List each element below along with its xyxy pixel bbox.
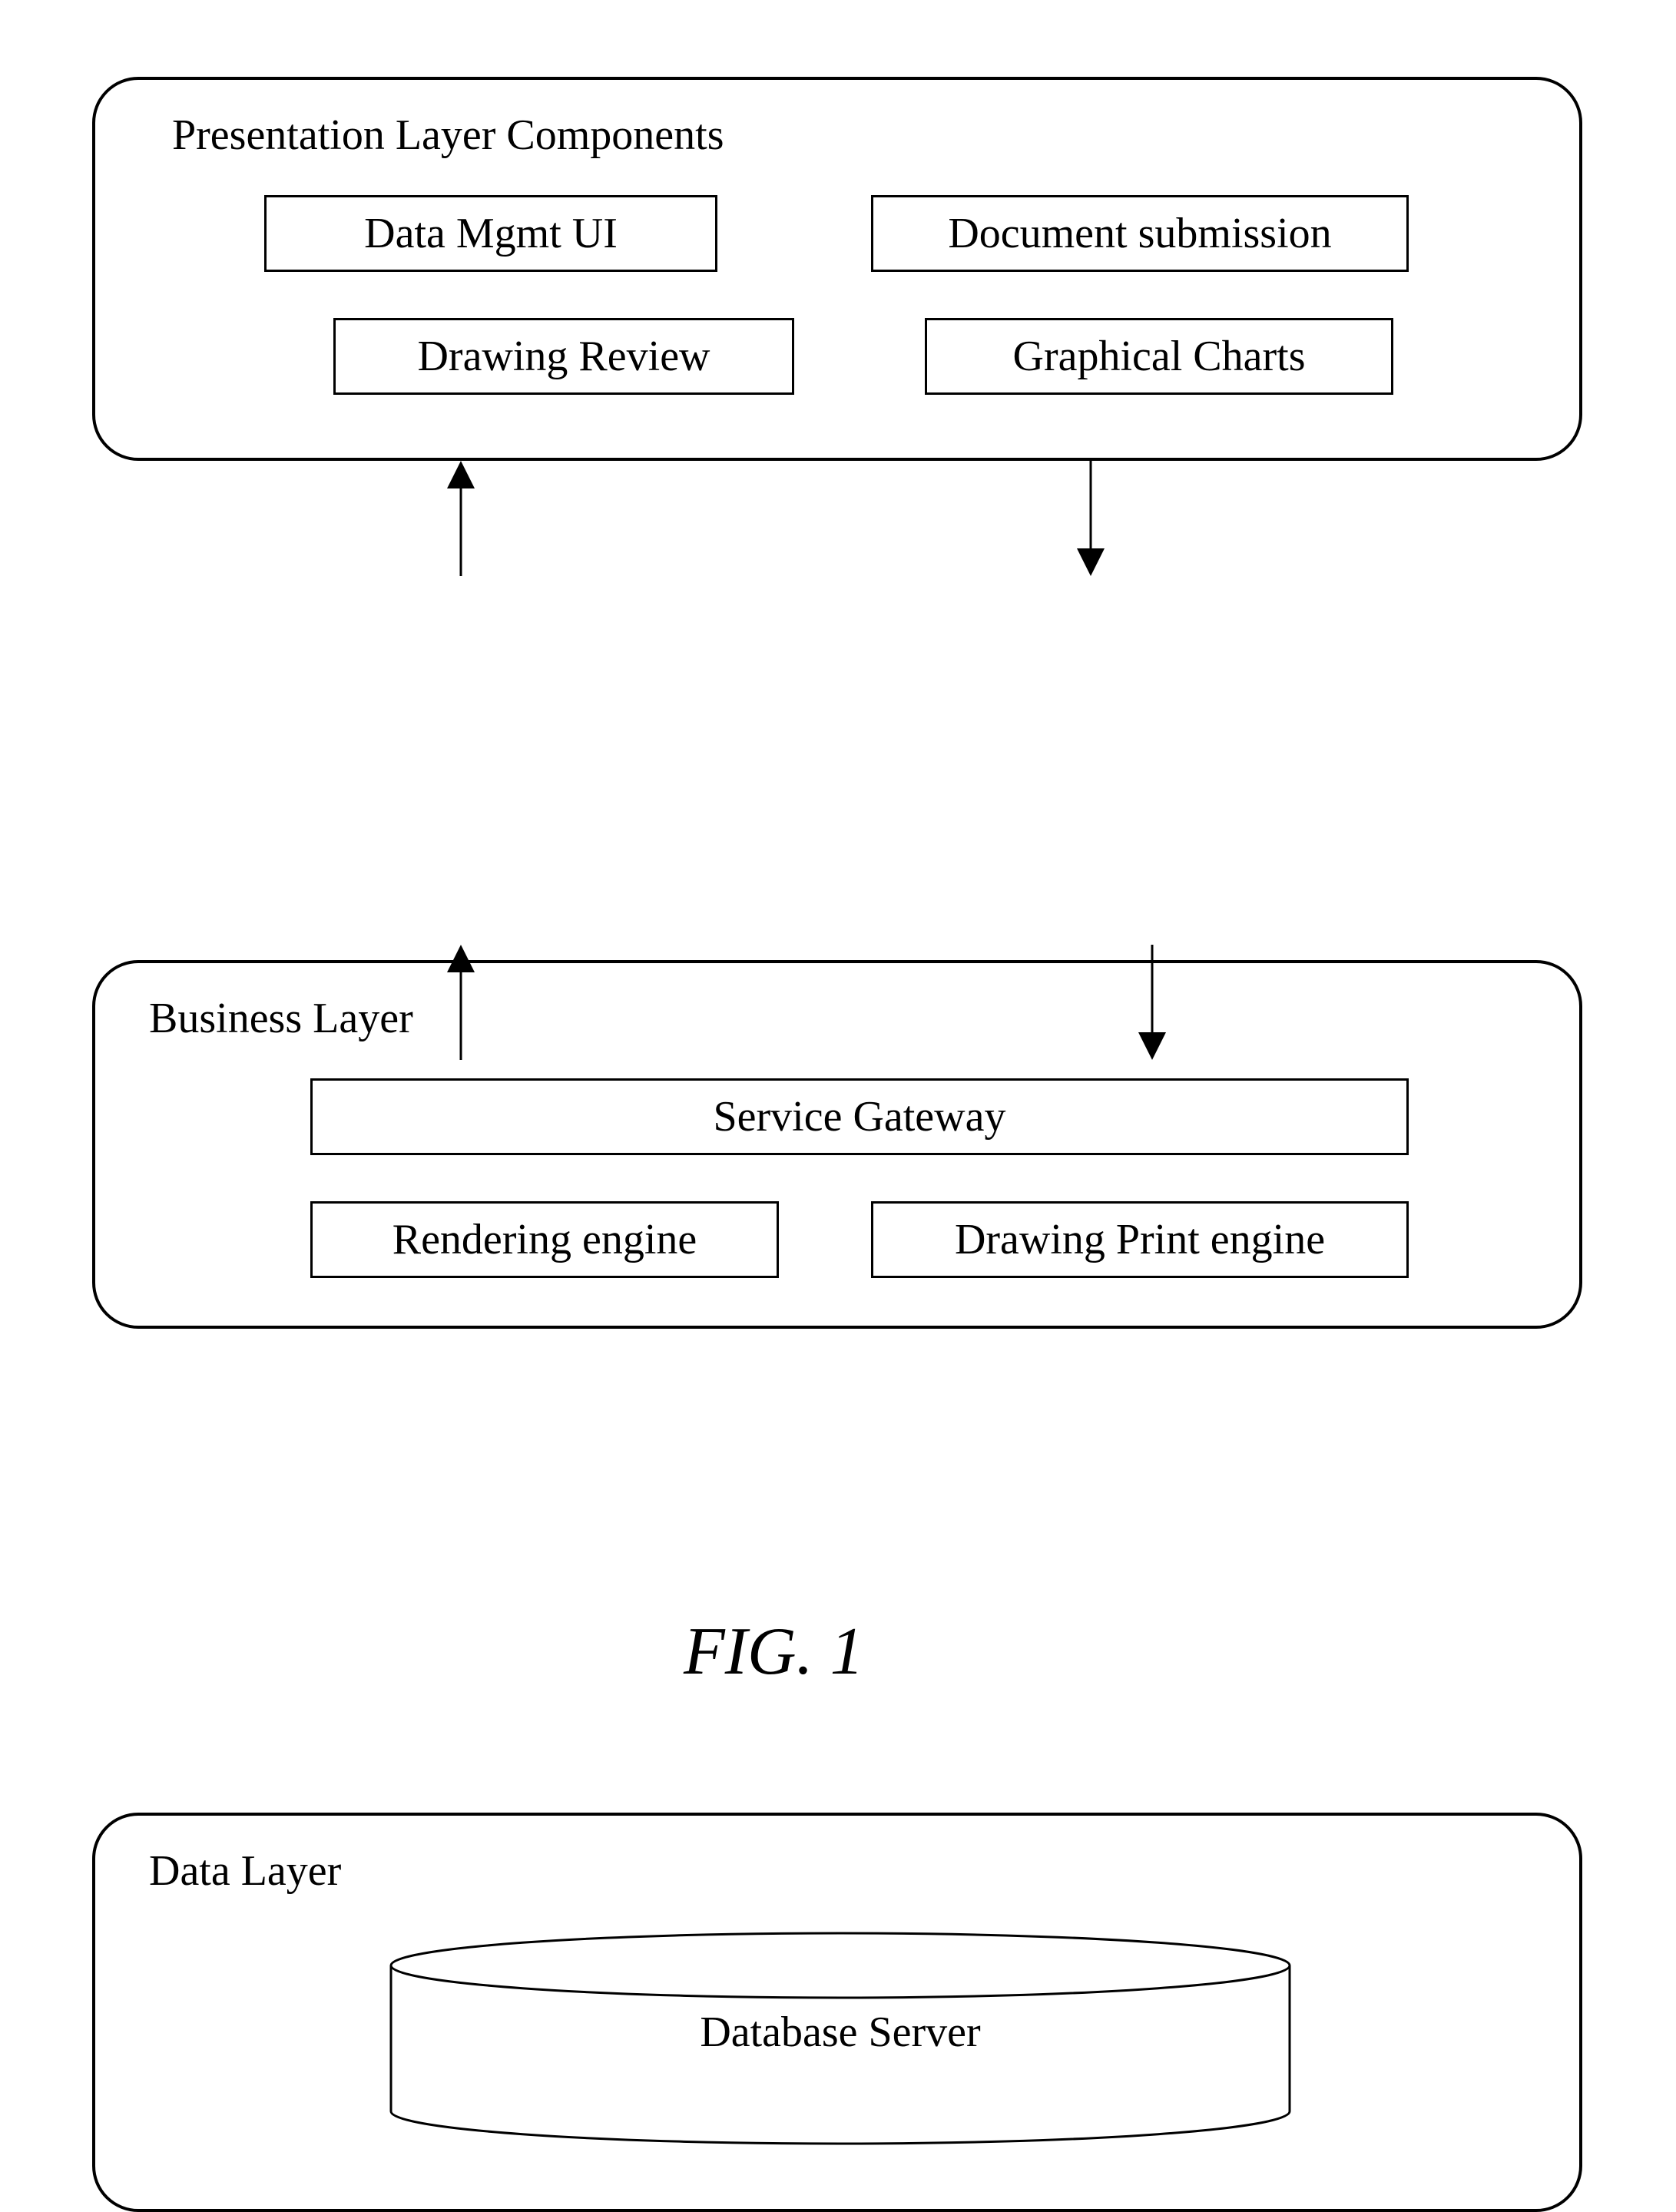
drawing-review-box: Drawing Review [333,318,794,395]
data-mgmt-ui-label: Data Mgmt UI [364,209,618,258]
figure-caption: FIG. 1 [684,1613,864,1690]
service-gateway-label: Service Gateway [714,1092,1006,1141]
drawing-print-engine-label: Drawing Print engine [955,1215,1325,1264]
data-layer-title: Data Layer [149,1846,341,1896]
data-layer: Data Layer Database Server [92,1813,1582,2212]
arrows-business-data [92,945,1582,1060]
document-submission-box: Document submission [871,195,1409,272]
rendering-engine-label: Rendering engine [393,1215,697,1264]
arrows-presentation-business [92,461,1582,576]
architecture-diagram: Presentation Layer Components Data Mgmt … [92,77,1582,1229]
drawing-print-engine-box: Drawing Print engine [871,1201,1409,1278]
graphical-charts-label: Graphical Charts [1013,332,1306,381]
database-server-label: Database Server [387,2008,1293,2057]
drawing-review-label: Drawing Review [417,332,710,381]
data-mgmt-ui-box: Data Mgmt UI [264,195,717,272]
graphical-charts-box: Graphical Charts [925,318,1393,395]
presentation-layer-title: Presentation Layer Components [172,111,724,160]
presentation-layer: Presentation Layer Components Data Mgmt … [92,77,1582,461]
service-gateway-box: Service Gateway [310,1078,1409,1155]
database-cylinder: Database Server [387,1931,1293,2146]
document-submission-label: Document submission [948,209,1331,258]
rendering-engine-box: Rendering engine [310,1201,779,1278]
